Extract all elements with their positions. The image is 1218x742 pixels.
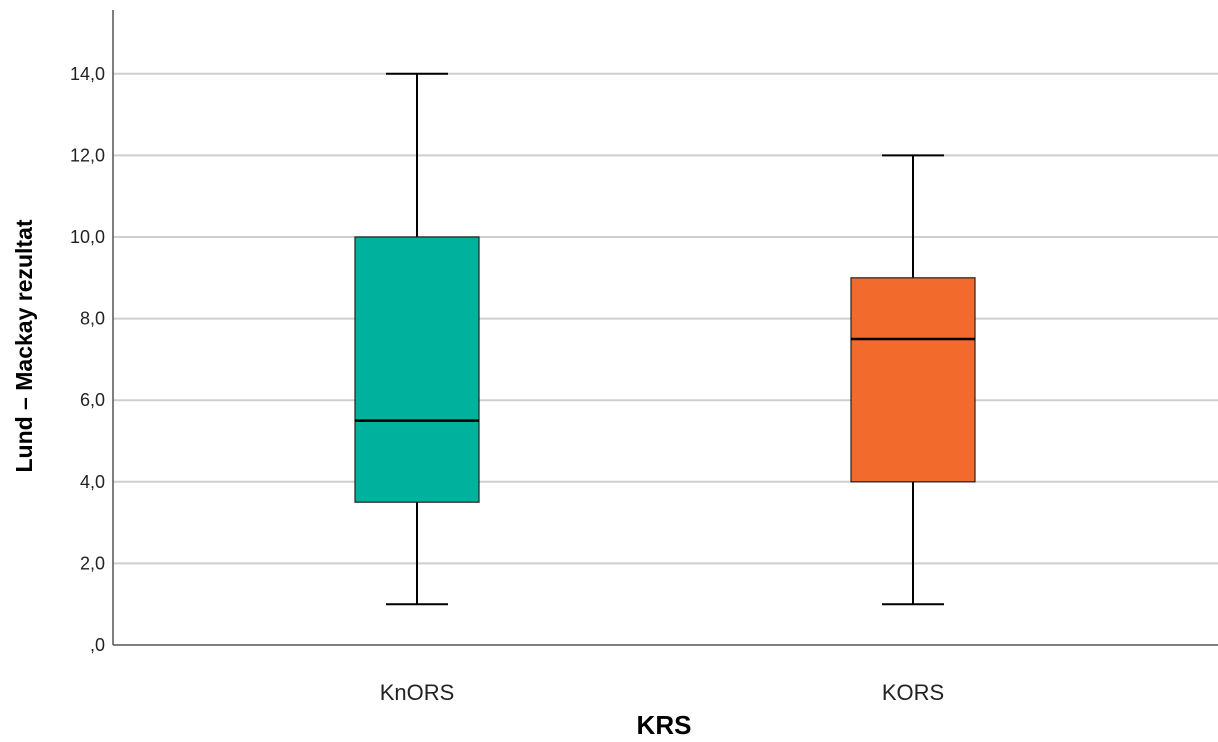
y-tick-labels: ,0 2,0 4,0 6,0 8,0 10,0 12,0 14,0 [70, 64, 105, 655]
x-axis-title: KRS [637, 710, 692, 740]
x-tick-label: KORS [882, 680, 944, 705]
y-tick-label: 4,0 [80, 472, 105, 492]
x-tick-labels: KnORS KORS [380, 680, 944, 705]
box-kors [850, 154, 976, 606]
boxplot-series [354, 72, 976, 606]
y-tick-label: ,0 [90, 635, 105, 655]
y-axis-title: Lund – Mackay rezultat [11, 219, 37, 472]
x-tick-label: KnORS [380, 680, 455, 705]
iqr-box [354, 236, 480, 503]
y-tick-label: 10,0 [70, 227, 105, 247]
box-knors [354, 72, 480, 606]
y-tick-label: 12,0 [70, 145, 105, 165]
axes [112, 10, 1218, 646]
gridlines [113, 72, 1218, 565]
iqr-box [850, 277, 976, 483]
y-tick-label: 2,0 [80, 553, 105, 573]
y-tick-label: 14,0 [70, 64, 105, 84]
y-tick-label: 8,0 [80, 309, 105, 329]
y-tick-label: 6,0 [80, 390, 105, 410]
